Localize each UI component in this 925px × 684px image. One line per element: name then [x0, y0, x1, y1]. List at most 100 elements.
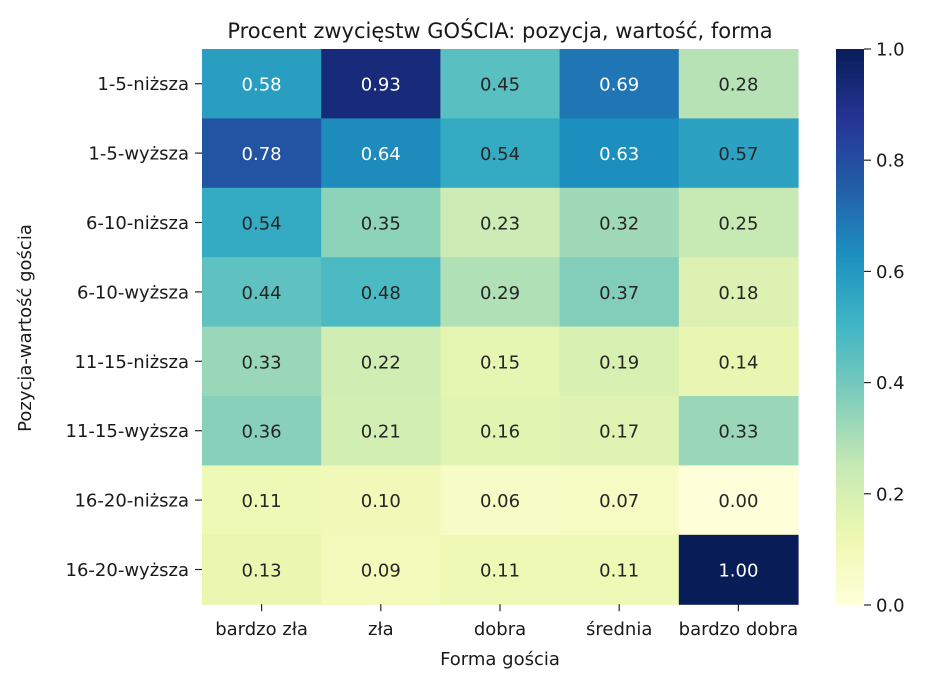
heatmap-cell	[678, 396, 799, 466]
cell-value-label: 0.32	[599, 214, 639, 235]
heatmap-cell	[559, 465, 680, 536]
cell-value-label: 0.57	[718, 144, 758, 165]
heatmap-cell	[678, 187, 799, 258]
y-tick-label: 6-10-niższa	[86, 213, 189, 234]
cell-value-label: 0.11	[480, 561, 520, 582]
y-axis: 1-5-niższa 1-5-wyższa 6-10-niższa 6-10-wyżs…	[66, 74, 202, 581]
heatmap-cell	[440, 534, 561, 605]
heatmap-cell	[321, 465, 441, 536]
heatmap-cell	[321, 257, 441, 328]
heatmap-cell	[202, 396, 322, 466]
heatmap-cell	[559, 396, 680, 466]
heatmap-cell	[440, 49, 561, 119]
cell-value-label: 0.64	[361, 144, 401, 165]
heatmap-cell	[440, 257, 561, 328]
cell-value-label: 0.15	[480, 352, 520, 373]
heatmap-cell	[202, 118, 322, 189]
cell-value-label: 0.48	[361, 283, 401, 304]
cell-value-label: 0.09	[361, 561, 401, 582]
cell-value-label: 0.22	[361, 352, 401, 373]
x-axis: bardzo zła zła dobra średnia bardzo dobra	[215, 604, 798, 640]
cell-value-label: 0.07	[599, 491, 639, 512]
colorbar-tick-label: 1.0	[876, 40, 905, 61]
heatmap-cell	[202, 326, 322, 397]
heatmap-cell	[440, 118, 561, 189]
cell-value-label: 1.00	[718, 561, 758, 582]
heatmap-cell	[559, 49, 680, 119]
colorbar-tick-label: 0.6	[876, 262, 905, 283]
cell-value-label: 0.58	[242, 75, 282, 96]
cell-value-label: 0.11	[242, 491, 282, 512]
x-axis-label: Forma gościa	[440, 649, 560, 670]
cell-value-label: 0.29	[480, 283, 520, 304]
heatmap-cells	[202, 49, 799, 605]
cell-value-label: 0.23	[480, 214, 520, 235]
heatmap-cell	[678, 465, 799, 536]
cell-value-label: 0.33	[242, 352, 282, 373]
heatmap-cell	[678, 257, 799, 328]
heatmap-cell	[440, 326, 561, 397]
cell-value-label: 0.54	[480, 144, 520, 165]
heatmap-cell	[202, 534, 322, 605]
cell-value-label: 0.17	[599, 422, 639, 443]
heatmap-cell	[321, 326, 441, 397]
y-tick-label: 11-15-niższa	[74, 352, 189, 373]
colorbar-tick-label: 0.8	[876, 151, 905, 172]
heatmap-cell	[678, 534, 799, 605]
cell-value-label: 0.28	[718, 75, 758, 96]
cell-value-label: 0.69	[599, 75, 639, 96]
cell-value-label: 0.45	[480, 75, 520, 96]
cell-value-label: 0.10	[361, 491, 401, 512]
x-tick-label: zła	[368, 619, 394, 640]
cell-value-label: 0.36	[242, 422, 282, 443]
heatmap-cell	[321, 534, 441, 605]
colorbar-tick-label: 0.2	[876, 484, 905, 505]
cell-value-label: 0.18	[718, 283, 758, 304]
y-axis-label: Pozycja-wartość gościa	[15, 224, 36, 432]
heatmap-cell	[440, 465, 561, 536]
heatmap-cell	[678, 118, 799, 189]
cell-value-label: 0.14	[718, 352, 758, 373]
colorbar: 0.0 0.2 0.4 0.6 0.8 1.0	[836, 40, 905, 617]
heatmap-cell	[678, 326, 799, 397]
cell-value-label: 0.13	[242, 561, 282, 582]
cell-value-label: 0.35	[361, 214, 401, 235]
heatmap-cell	[440, 187, 561, 258]
chart-title: Procent zwycięstw GOŚCIA: pozycja, warto…	[227, 18, 772, 43]
x-tick-label: średnia	[586, 619, 652, 640]
heatmap-cell	[559, 118, 680, 189]
cell-value-label: 0.93	[361, 75, 401, 96]
cell-value-label: 0.21	[361, 422, 401, 443]
cell-value-label: 0.00	[718, 491, 758, 512]
cell-value-label: 0.11	[599, 561, 639, 582]
cell-value-label: 0.54	[242, 214, 282, 235]
cell-value-label: 0.25	[718, 214, 758, 235]
cell-value-label: 0.63	[599, 144, 639, 165]
x-tick-label: bardzo zła	[215, 619, 308, 640]
heatmap-cell	[202, 49, 322, 119]
heatmap-cell	[559, 326, 680, 397]
heatmap-cell	[678, 49, 799, 119]
y-tick-label: 16-20-wyższa	[66, 560, 189, 581]
x-tick-label: dobra	[474, 619, 526, 640]
heatmap-cell	[202, 257, 322, 328]
x-tick-label: bardzo dobra	[679, 619, 798, 640]
colorbar-tick-label: 0.0	[876, 596, 905, 617]
y-tick-label: 11-15-wyższa	[66, 421, 189, 442]
colorbar-gradient	[836, 49, 864, 605]
y-tick-label: 16-20-niższa	[74, 491, 189, 512]
cell-value-label: 0.78	[242, 144, 282, 165]
y-tick-label: 1-5-wyższa	[88, 144, 189, 165]
heatmap-cell	[202, 187, 322, 258]
heatmap-cell	[202, 465, 322, 536]
cell-value-label: 0.06	[480, 491, 520, 512]
cell-value-label: 0.16	[480, 422, 520, 443]
heatmap-cell	[321, 118, 441, 189]
heatmap-cell	[321, 49, 441, 119]
y-tick-label: 1-5-niższa	[97, 74, 189, 95]
heatmap-cell	[440, 396, 561, 466]
heatmap-cell	[321, 396, 441, 466]
y-tick-label: 6-10-wyższa	[77, 282, 189, 303]
heatmap-cell	[559, 187, 680, 258]
cell-value-labels: 0.58 0.93 0.45 0.69 0.28 0.78 0.64 0.54 0.63 0.57…	[242, 75, 759, 582]
